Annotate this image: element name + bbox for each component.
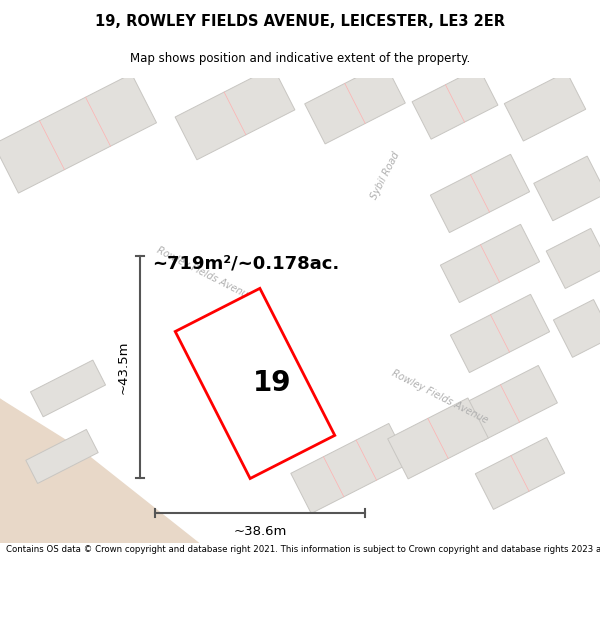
Polygon shape — [546, 228, 600, 289]
Text: Map shows position and indicative extent of the property.: Map shows position and indicative extent… — [130, 52, 470, 65]
Polygon shape — [534, 156, 600, 221]
Polygon shape — [305, 63, 406, 144]
Polygon shape — [175, 288, 335, 479]
Polygon shape — [0, 399, 190, 543]
Polygon shape — [291, 423, 409, 514]
Polygon shape — [175, 67, 295, 160]
Polygon shape — [504, 72, 586, 141]
Text: Rowley Fields Avenue: Rowley Fields Avenue — [155, 245, 255, 302]
Polygon shape — [451, 294, 550, 372]
Polygon shape — [430, 154, 530, 232]
Polygon shape — [26, 429, 98, 484]
Text: 19: 19 — [253, 369, 291, 398]
Text: ~719m²/~0.178ac.: ~719m²/~0.178ac. — [152, 254, 339, 272]
Text: Contains OS data © Crown copyright and database right 2021. This information is : Contains OS data © Crown copyright and d… — [6, 546, 600, 554]
Text: Sybil Road: Sybil Road — [369, 150, 401, 201]
Polygon shape — [553, 299, 600, 358]
Text: Rowley Fields Avenue: Rowley Fields Avenue — [390, 368, 490, 425]
Text: ~43.5m: ~43.5m — [117, 341, 130, 394]
Polygon shape — [0, 74, 157, 193]
Polygon shape — [0, 399, 200, 543]
Polygon shape — [388, 398, 488, 479]
Polygon shape — [31, 360, 106, 417]
Polygon shape — [463, 366, 557, 441]
Polygon shape — [412, 68, 498, 139]
Text: ~38.6m: ~38.6m — [233, 526, 287, 538]
Polygon shape — [475, 438, 565, 509]
Polygon shape — [440, 224, 539, 302]
Text: 19, ROWLEY FIELDS AVENUE, LEICESTER, LE3 2ER: 19, ROWLEY FIELDS AVENUE, LEICESTER, LE3… — [95, 14, 505, 29]
